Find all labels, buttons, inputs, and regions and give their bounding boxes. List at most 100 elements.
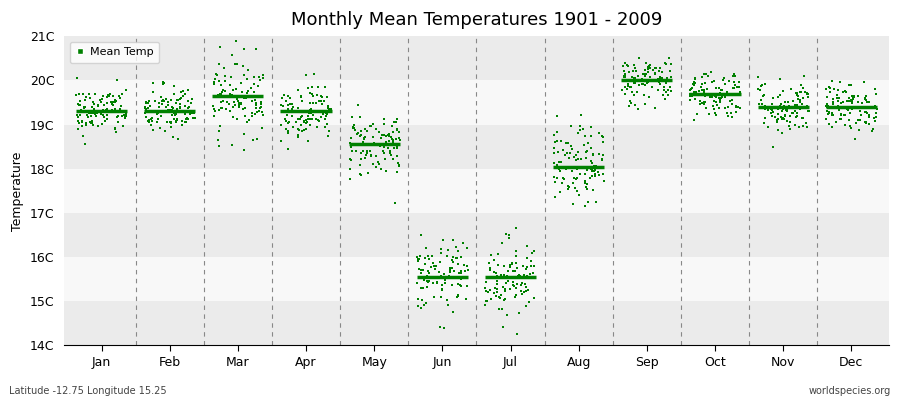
Point	[427, 280, 441, 286]
Point	[302, 106, 317, 113]
Bar	[64, 36, 889, 80]
Point	[90, 110, 104, 116]
Point	[688, 117, 702, 124]
Point	[508, 248, 523, 254]
Point	[164, 97, 178, 103]
Point	[293, 114, 308, 120]
Point	[180, 114, 194, 121]
Point	[620, 62, 634, 68]
Point	[657, 86, 671, 93]
Point	[347, 127, 362, 133]
Point	[214, 90, 229, 97]
Point	[163, 108, 177, 115]
Point	[379, 138, 393, 145]
Point	[226, 114, 240, 120]
Point	[586, 152, 600, 158]
Point	[72, 102, 86, 109]
Point	[362, 140, 376, 147]
Point	[776, 88, 790, 94]
Point	[75, 123, 89, 130]
Point	[212, 91, 227, 98]
Point	[792, 124, 806, 130]
Point	[413, 253, 428, 259]
Point	[839, 88, 853, 95]
Point	[143, 103, 157, 109]
Point	[254, 100, 268, 107]
Point	[491, 251, 505, 257]
Point	[786, 110, 800, 116]
Point	[771, 94, 786, 100]
Point	[565, 168, 580, 174]
Point	[418, 255, 432, 262]
Point	[299, 120, 313, 126]
Point	[842, 110, 857, 116]
Point	[868, 105, 882, 112]
Point	[277, 116, 292, 123]
Point	[153, 112, 167, 119]
Point	[850, 93, 865, 99]
Point	[376, 148, 391, 154]
Point	[727, 78, 742, 85]
Point	[351, 102, 365, 108]
Point	[517, 272, 531, 278]
Point	[867, 115, 881, 121]
Point	[185, 108, 200, 115]
Point	[234, 101, 248, 107]
Point	[320, 102, 335, 109]
Point	[169, 119, 184, 125]
Point	[176, 88, 190, 94]
Point	[698, 71, 712, 77]
Point	[386, 141, 400, 147]
Point	[169, 96, 184, 103]
Point	[418, 245, 433, 251]
Point	[546, 174, 561, 180]
Point	[587, 168, 601, 174]
Point	[151, 110, 166, 117]
Point	[411, 296, 426, 302]
Point	[728, 73, 742, 80]
Point	[249, 136, 264, 143]
Point	[253, 105, 267, 112]
Point	[484, 252, 499, 258]
Point	[698, 98, 712, 105]
Point	[570, 166, 584, 172]
Point	[868, 85, 882, 92]
Point	[786, 98, 800, 104]
Point	[87, 91, 102, 97]
Point	[372, 161, 386, 167]
Point	[621, 82, 635, 89]
Point	[225, 142, 239, 148]
Point	[712, 85, 726, 92]
Point	[519, 242, 534, 249]
Point	[225, 52, 239, 58]
Point	[833, 112, 848, 118]
Point	[392, 162, 407, 168]
Point	[297, 118, 311, 124]
Point	[851, 127, 866, 133]
Point	[664, 61, 679, 68]
Point	[755, 82, 770, 88]
Point	[239, 90, 254, 96]
Point	[659, 80, 673, 86]
Point	[712, 105, 726, 111]
Point	[410, 254, 425, 260]
Point	[453, 282, 467, 288]
Point	[625, 89, 639, 96]
Point	[487, 269, 501, 275]
Point	[293, 122, 308, 128]
Point	[697, 89, 711, 95]
Point	[695, 99, 709, 106]
Point	[616, 87, 630, 94]
Point	[387, 145, 401, 152]
Point	[490, 281, 504, 288]
Point	[583, 158, 598, 164]
Point	[443, 265, 457, 272]
Point	[845, 106, 859, 112]
Point	[96, 114, 111, 121]
Point	[553, 166, 567, 172]
Point	[354, 172, 368, 178]
Point	[790, 110, 805, 116]
Point	[550, 138, 564, 145]
Point	[712, 95, 726, 102]
Point	[568, 185, 582, 192]
